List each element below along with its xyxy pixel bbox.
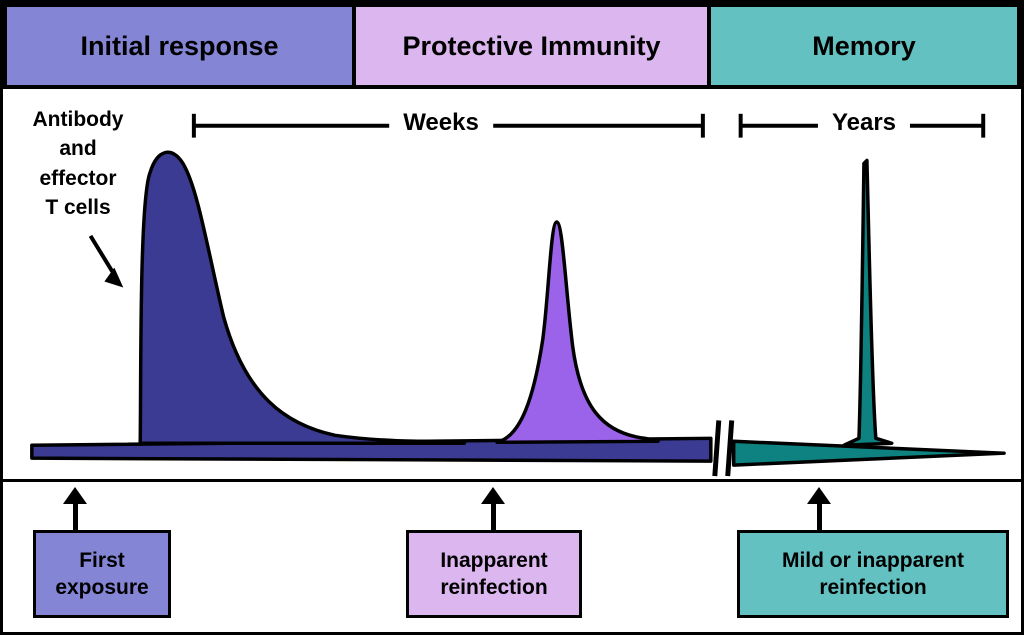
phase-memory: Memory bbox=[711, 3, 1021, 89]
phase-initial-response-label: Initial response bbox=[80, 30, 279, 61]
up-arrow-icon bbox=[62, 487, 88, 530]
years-scale-label: Years bbox=[817, 109, 911, 137]
years-baseline bbox=[731, 439, 1006, 467]
event-inapparent-reinfection: Inapparent reinfection bbox=[406, 530, 582, 618]
phase-protective-immunity-label: Protective Immunity bbox=[402, 30, 661, 61]
event-inapparent-reinfection-label: Inapparent reinfection bbox=[440, 548, 548, 599]
event-first-exposure: First exposure bbox=[33, 530, 171, 618]
chart-shapes bbox=[30, 150, 1006, 467]
protective-immunity-peak bbox=[495, 220, 660, 445]
y-axis-label: Antibody and effector T cells bbox=[32, 108, 124, 220]
event-label-bar: First exposure Inapparent reinfection Mi… bbox=[3, 479, 1021, 632]
up-arrow-icon bbox=[806, 487, 832, 530]
chart-area: Antibody and effector T cells Weeks Year… bbox=[3, 89, 1021, 479]
weeks-scale-label: Weeks bbox=[389, 109, 493, 137]
event-first-exposure-label: First exposure bbox=[55, 548, 149, 599]
memory-peak bbox=[842, 158, 894, 447]
pointer-arrow-icon bbox=[88, 234, 124, 288]
phase-memory-label: Memory bbox=[812, 30, 916, 61]
phase-protective-immunity: Protective Immunity bbox=[356, 3, 711, 89]
phase-initial-response: Initial response bbox=[3, 3, 356, 89]
event-mild-inapparent-reinfection: Mild or inapparent reinfection bbox=[737, 530, 1009, 618]
initial-response-peak bbox=[138, 150, 467, 446]
chart-canvas bbox=[30, 113, 1006, 477]
phase-title-bar: Initial response Protective Immunity Mem… bbox=[3, 3, 1021, 89]
up-arrow-icon bbox=[480, 487, 506, 530]
axis-break-marks bbox=[712, 420, 735, 477]
event-mild-inapparent-reinfection-label: Mild or inapparent reinfection bbox=[781, 548, 964, 599]
